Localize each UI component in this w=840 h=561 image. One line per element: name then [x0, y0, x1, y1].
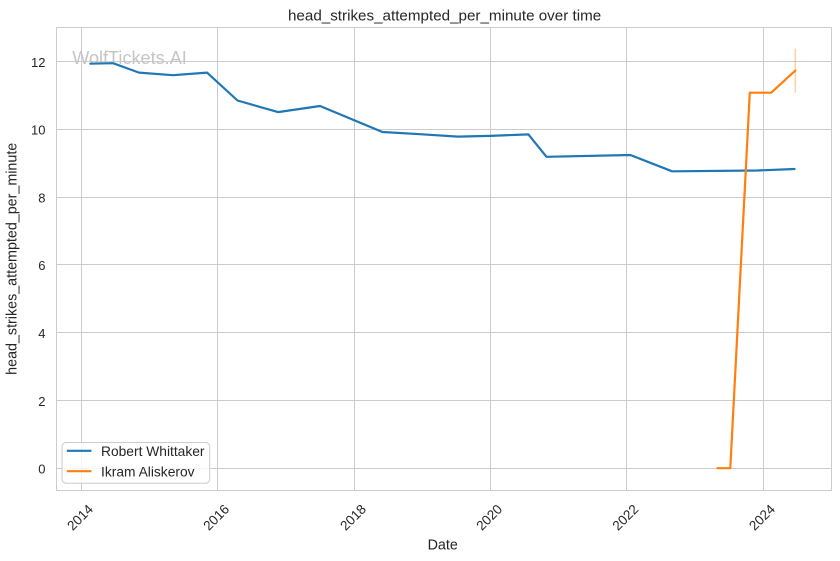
- svg-text:6: 6: [38, 258, 45, 273]
- svg-text:10: 10: [31, 123, 45, 138]
- svg-text:2: 2: [38, 394, 45, 409]
- svg-text:Ikram Aliskerov: Ikram Aliskerov: [101, 464, 195, 479]
- svg-text:12: 12: [31, 55, 45, 70]
- svg-text:Robert Whittaker: Robert Whittaker: [101, 444, 205, 459]
- svg-text:0: 0: [38, 462, 45, 477]
- svg-text:Date: Date: [428, 538, 458, 554]
- svg-text:head_strikes_attempted_per_min: head_strikes_attempted_per_minute over t…: [288, 8, 601, 25]
- svg-text:head_strikes_attempted_per_min: head_strikes_attempted_per_minute: [5, 143, 21, 375]
- svg-text:WolfTickets.AI: WolfTickets.AI: [72, 48, 187, 68]
- svg-text:4: 4: [38, 326, 45, 341]
- svg-text:8: 8: [38, 190, 45, 205]
